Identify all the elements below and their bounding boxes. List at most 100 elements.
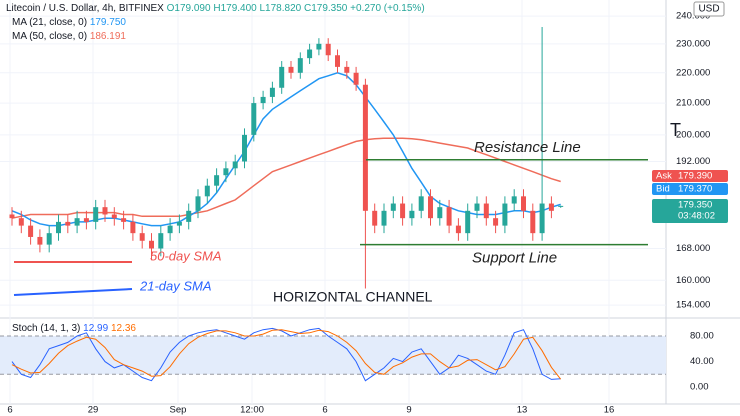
candle-body: [223, 168, 229, 176]
candle-body: [46, 233, 52, 245]
candle-body: [149, 240, 154, 249]
x-tick-label: 6: [322, 405, 327, 416]
sma21-key: [13, 288, 133, 296]
price-tag-label: Bid: [656, 184, 670, 195]
plot: Resistance Line Support Line: [0, 0, 666, 404]
candle-body: [102, 207, 108, 215]
candle-body: [418, 196, 424, 211]
candle-body: [316, 43, 322, 50]
candle-body: [437, 207, 443, 219]
cut-text: T: [670, 120, 681, 140]
x-tick-label: 6: [7, 405, 12, 416]
candle-body: [409, 210, 415, 219]
candle-body: [83, 218, 89, 222]
price-tag: [652, 199, 728, 223]
candle-body: [335, 55, 340, 67]
x-tick-label: Sep: [170, 405, 187, 416]
candle-body: [344, 66, 350, 73]
y-tick-label: 168.000: [676, 243, 710, 254]
candle-body: [56, 221, 61, 234]
candle-body: [400, 203, 406, 219]
axes: 6 29 Sep 12:00 6 9 13 16 240.000 230.000 220.000 21…: [7, 11, 728, 416]
candle-body: [158, 233, 164, 249]
sma50-label: 50-day SMA: [150, 248, 222, 263]
candle-body: [269, 87, 275, 97]
candle-body: [214, 175, 220, 186]
y-tick-label: 220.000: [676, 67, 710, 78]
candle-body: [28, 225, 34, 237]
y-tick-label: 160.000: [676, 275, 710, 286]
candle-body: [530, 210, 536, 234]
candle-body: [93, 207, 99, 222]
indicator-line: [11, 329, 562, 380]
stoch-legend: Stoch (14, 1, 3) 12.99 12.36: [12, 323, 136, 334]
candle-body: [297, 58, 303, 73]
currency: USD: [698, 4, 719, 15]
candle-body: [362, 84, 368, 211]
candle-body: [279, 66, 285, 88]
candle-body: [74, 218, 80, 226]
candle-body: [483, 203, 489, 219]
candle-body: [474, 203, 480, 211]
candle-body: [176, 221, 182, 226]
candle-body: [18, 218, 24, 226]
candle-body: [502, 203, 508, 226]
candle-body: [465, 210, 471, 234]
channel-label: HORIZONTAL CHANNEL: [273, 289, 433, 305]
candle-body: [390, 203, 396, 211]
candle-body: [204, 185, 210, 197]
y-tick-label: 200.000: [676, 129, 710, 140]
price-tag-value: 179.350: [678, 200, 712, 211]
price-tag-time: 03:48:02: [678, 211, 715, 222]
price-tag-value: 179.370: [678, 184, 712, 195]
y-tick-label: 192.000: [676, 156, 710, 167]
x-tick-label: 9: [406, 405, 411, 416]
sma21-label: 21-day SMA: [139, 278, 212, 293]
candle-body: [260, 96, 266, 104]
candle-body: [446, 207, 452, 226]
resistance-label: Resistance Line: [474, 139, 581, 156]
stoch-tick-label: 40.00: [690, 356, 714, 367]
candle-body: [167, 225, 173, 234]
candle-body: [130, 221, 136, 234]
price-tag: [652, 170, 728, 182]
candle-body: [288, 66, 294, 73]
y-tick-label: 230.000: [676, 38, 710, 49]
candle-body: [232, 161, 238, 169]
price-tag-value: 179.390: [678, 171, 712, 182]
candle-body: [9, 214, 15, 219]
currency-box: [693, 1, 725, 17]
candle-body: [37, 236, 43, 245]
x-tick-label: 16: [604, 405, 615, 416]
price-tag-label: Ask: [656, 171, 672, 182]
candle-body: [139, 233, 145, 241]
candle-body: [372, 210, 378, 226]
stoch-tick-label: 0.00: [690, 382, 709, 393]
x-tick-label: 12:00: [240, 405, 264, 416]
candle-body: [539, 203, 545, 234]
candle-body: [325, 43, 331, 56]
candle-body: [493, 218, 499, 226]
x-tick-label: 13: [517, 405, 528, 416]
candle-body: [558, 205, 564, 207]
symbol: Litecoin / U.S. Dollar, 4h, BITFINEX O17…: [6, 3, 425, 14]
candle-body: [307, 49, 313, 59]
candle-body: [381, 210, 387, 226]
x-tick-label: 29: [88, 405, 99, 416]
legend: Litecoin / U.S. Dollar, 4h, BITFINEX O17…: [6, 1, 725, 334]
candle-body: [455, 225, 461, 234]
stoch-tick-label: 80.00: [690, 331, 714, 342]
candle-body: [65, 221, 71, 226]
candle-body: [521, 196, 526, 211]
support-label: Support Line: [472, 250, 557, 267]
candle-body: [251, 103, 257, 135]
candle-body: [548, 203, 554, 211]
y-tick-label: 240.000: [676, 11, 710, 22]
candle-body: [186, 210, 192, 222]
ma21-legend: MA (21, close, 0) 179.750: [12, 17, 126, 28]
candle-body: [428, 196, 433, 219]
candle-body: [121, 218, 127, 222]
candle-body: [195, 196, 201, 211]
ma50-legend: MA (50, close, 0) 186.191: [12, 31, 126, 42]
